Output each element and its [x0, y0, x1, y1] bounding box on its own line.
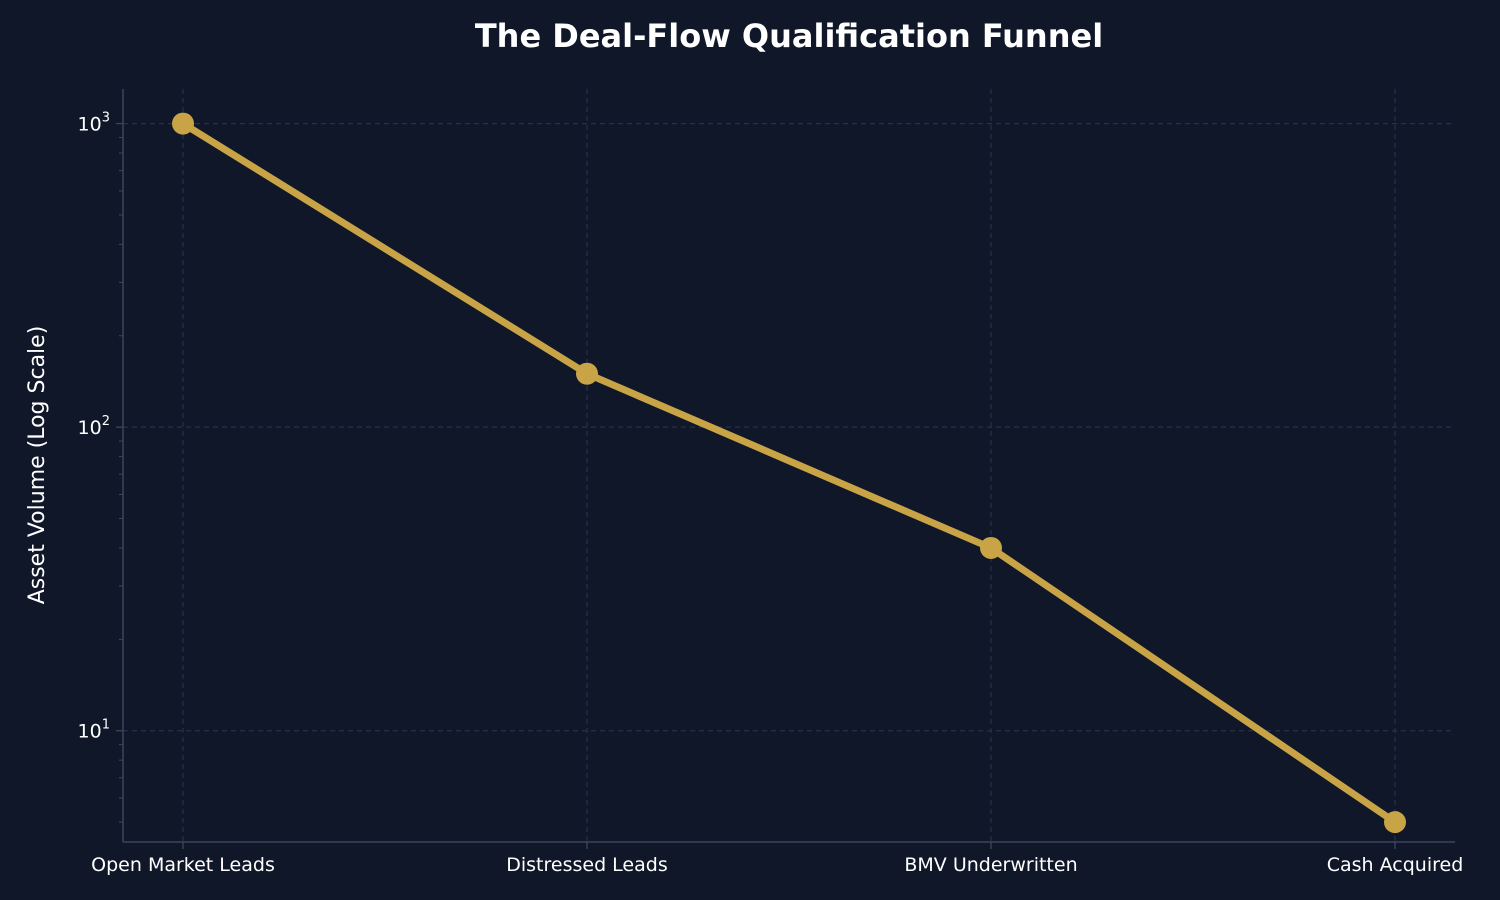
- axis-layer: [116, 89, 1455, 849]
- data-point: [172, 112, 194, 135]
- label-layer: 101 102 103 Open Market Leads Distressed Lea…: [78, 111, 1464, 876]
- data-point: [1384, 811, 1406, 834]
- x-tick-label: Cash Acquired: [1327, 854, 1464, 876]
- y-axis-label: Asset Volume (Log Scale): [25, 326, 50, 605]
- chart-title: The Deal-Flow Qualification Funnel: [475, 17, 1103, 55]
- data-point: [980, 536, 1002, 559]
- y-tick-label: 103: [78, 111, 110, 136]
- x-tick-label: Open Market Leads: [91, 854, 275, 876]
- series-line: [179, 120, 1399, 826]
- grid-layer: [123, 89, 1455, 842]
- y-tick-label: 102: [78, 414, 110, 439]
- x-tick-label: Distressed Leads: [506, 854, 667, 876]
- y-tick-label: 101: [78, 718, 110, 743]
- x-tick-label: BMV Underwritten: [904, 854, 1077, 876]
- data-point: [576, 362, 598, 385]
- series-layer: [172, 112, 1406, 834]
